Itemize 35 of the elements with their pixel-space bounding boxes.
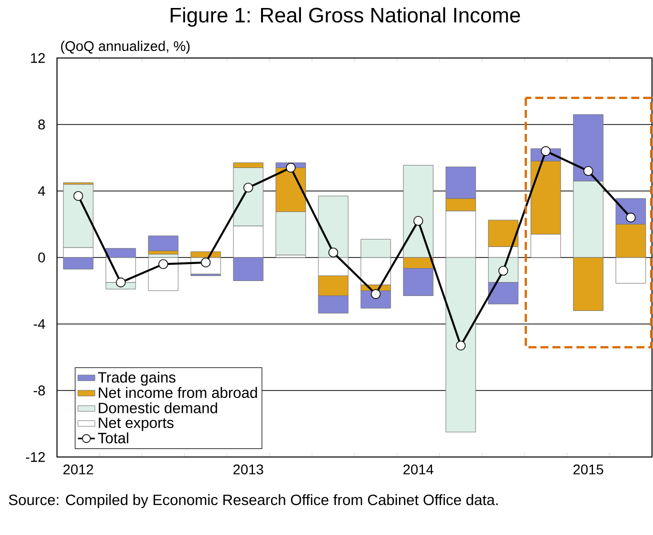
source-note: Source: Compiled by Economic Research Office from Cabinet Office data. [8, 494, 498, 508]
point [73, 191, 84, 201]
bar [148, 257, 178, 291]
y-axis-title: (QoQ annualized, %) [61, 40, 190, 54]
y-tick-label: -4 [34, 319, 46, 329]
point [540, 146, 551, 156]
y-tick-label: 12 [31, 53, 45, 63]
legend-label: Net income from abroad [98, 387, 257, 398]
point [370, 289, 381, 299]
point [328, 248, 338, 258]
point [200, 258, 211, 268]
point [626, 212, 636, 222]
point [243, 182, 254, 193]
x-tick-label: 2014 [403, 464, 434, 474]
y-tick-label: 0 [38, 252, 45, 262]
point [158, 259, 168, 270]
point [286, 162, 296, 173]
y-tick-label: 4 [38, 186, 46, 196]
point [583, 166, 594, 176]
point [456, 340, 466, 350]
point [498, 266, 508, 276]
legend-label: Trade gains [98, 372, 176, 386]
bar [148, 236, 178, 252]
chart-title: Figure 1: Real Gross National Income [170, 7, 520, 27]
legend-label: Domestic demand [98, 402, 218, 414]
x-tick-label: 2015 [573, 464, 604, 474]
y-tick-label: -8 [34, 386, 45, 396]
y-tick-label: 8 [38, 120, 45, 130]
point [413, 216, 424, 226]
x-tick-label: 2012 [63, 464, 94, 474]
legend-label: Net exports [98, 418, 174, 432]
x-tick-label: 2013 [233, 464, 264, 474]
point [116, 278, 126, 288]
legend-label: Total [98, 432, 128, 444]
y-tick-label: -12 [26, 452, 45, 462]
